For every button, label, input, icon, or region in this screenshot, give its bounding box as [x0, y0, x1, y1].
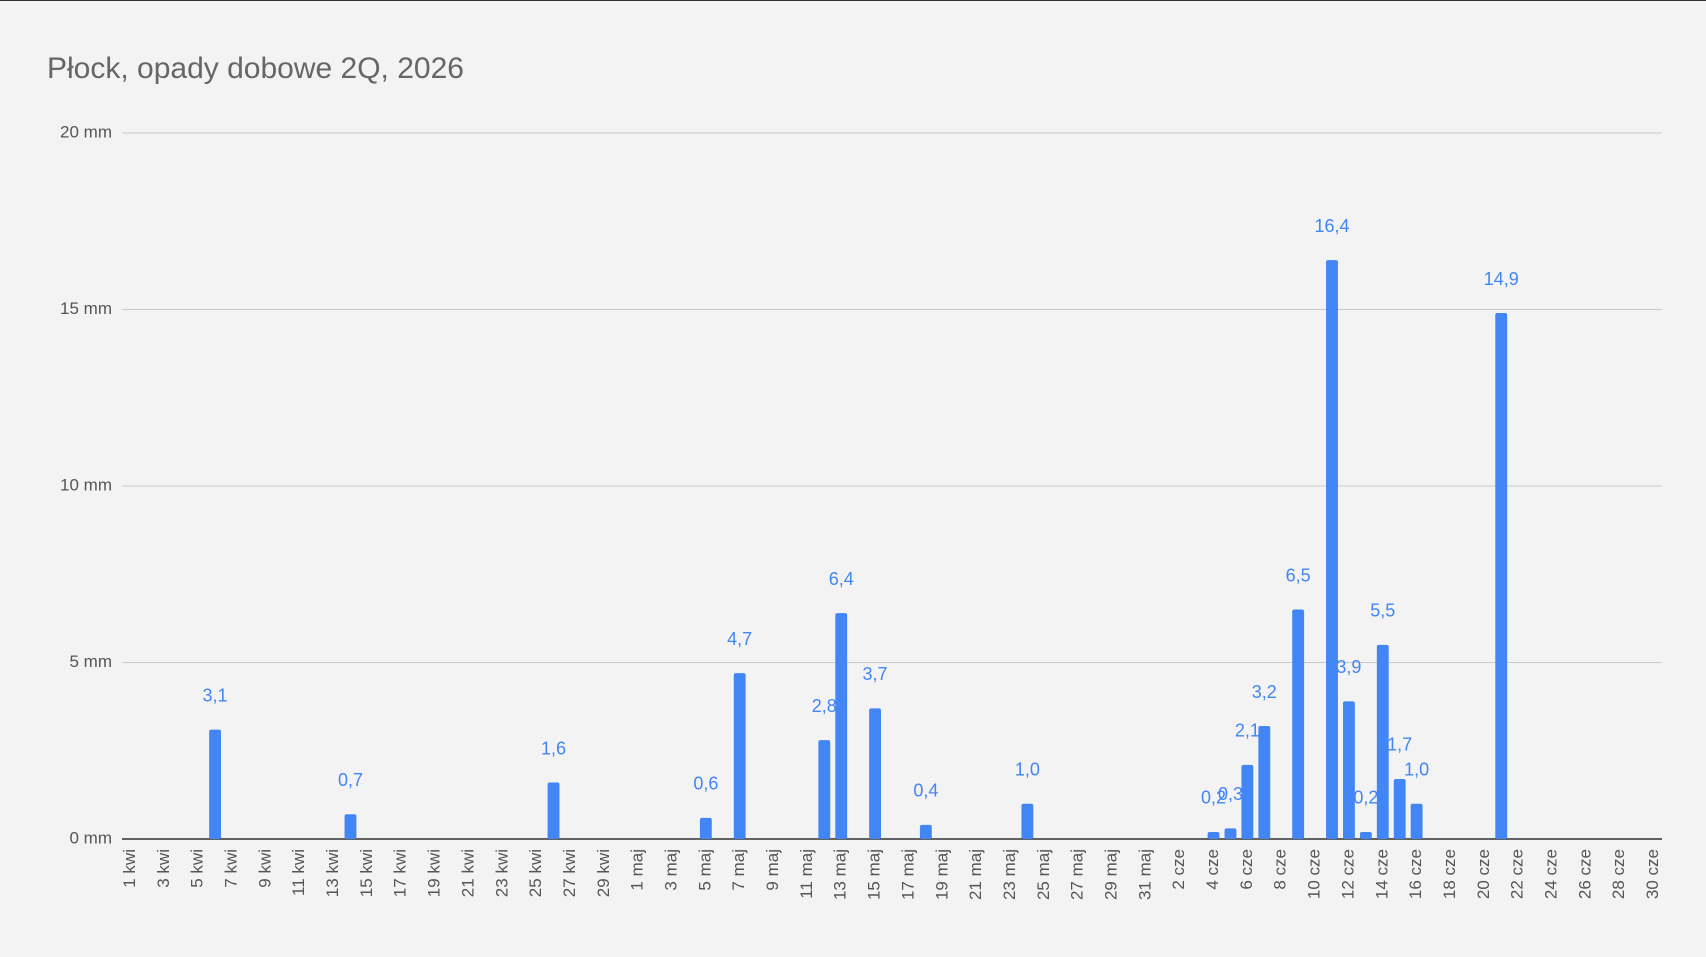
- x-tick-label: 21 maj: [966, 849, 985, 900]
- bar: [1292, 609, 1305, 839]
- x-tick-label: 14 cze: [1372, 849, 1391, 899]
- data-label: 14,9: [1484, 269, 1519, 289]
- y-tick-label: 10 mm: [60, 475, 112, 494]
- bar: [1241, 764, 1254, 839]
- x-tick-label: 9 maj: [763, 849, 782, 891]
- bar: [1376, 644, 1389, 839]
- y-tick-label: 0 mm: [70, 828, 113, 847]
- x-tick-label: 18 cze: [1440, 849, 1459, 899]
- bar: [1207, 831, 1220, 839]
- x-tick-label: 17 kwi: [391, 849, 410, 897]
- bar: [699, 817, 712, 839]
- x-tick-label: 31 maj: [1135, 849, 1154, 900]
- data-label: 0,6: [693, 774, 718, 794]
- bar: [1343, 701, 1355, 839]
- x-tick-label: 5 kwi: [188, 849, 207, 888]
- x-tick-label: 26 cze: [1575, 849, 1594, 899]
- data-label: 1,7: [1387, 735, 1412, 755]
- x-tick-label: 30 cze: [1643, 849, 1662, 899]
- x-tick-label: 12 cze: [1338, 849, 1357, 899]
- bar: [919, 824, 932, 839]
- data-label: 3,7: [863, 664, 888, 684]
- y-tick-label: 15 mm: [60, 299, 112, 318]
- x-tick-label: 17 maj: [898, 849, 917, 900]
- bar: [344, 814, 357, 839]
- data-label: 16,4: [1314, 216, 1349, 236]
- bar: [1224, 828, 1237, 839]
- bar: [1393, 778, 1406, 839]
- x-tick-label: 19 maj: [932, 849, 951, 900]
- x-tick-label: 7 kwi: [221, 849, 240, 888]
- x-tick-label: 22 cze: [1508, 849, 1527, 899]
- x-tick-label: 25 kwi: [526, 849, 545, 897]
- x-tick-label: 19 kwi: [425, 849, 444, 897]
- x-tick-label: 27 kwi: [560, 849, 579, 897]
- data-label: 1,0: [1404, 759, 1429, 779]
- bar: [1326, 260, 1338, 840]
- x-tick-label: 27 maj: [1068, 849, 1087, 900]
- x-tick-label: 3 kwi: [154, 849, 173, 888]
- x-tick-label: 23 kwi: [492, 849, 511, 897]
- data-label: 0,2: [1201, 788, 1226, 808]
- x-tick-label: 29 maj: [1101, 849, 1120, 900]
- data-label: 2,8: [812, 696, 837, 716]
- x-tick-label: 29 kwi: [594, 849, 613, 897]
- data-label: 2,1: [1235, 721, 1260, 741]
- x-tick-label: 1 kwi: [120, 849, 139, 888]
- bar: [209, 729, 221, 839]
- x-tick-label: 15 maj: [865, 849, 884, 900]
- data-label: 0,2: [1353, 788, 1378, 808]
- bar: [818, 740, 831, 839]
- x-tick-label: 21 kwi: [458, 849, 477, 897]
- data-label: 6,4: [829, 569, 854, 589]
- x-tick-label: 24 cze: [1541, 849, 1560, 899]
- bar: [1495, 313, 1508, 839]
- bar: [869, 708, 881, 839]
- x-tick-label: 5 maj: [695, 849, 714, 891]
- data-label: 5,5: [1370, 601, 1395, 621]
- chart-title: Płock, opady dobowe 2Q, 2026: [47, 52, 464, 85]
- data-label: 6,5: [1286, 565, 1311, 585]
- x-tick-label: 7 maj: [729, 849, 748, 891]
- x-tick-label: 11 kwi: [289, 849, 308, 896]
- data-label: 1,6: [541, 738, 566, 758]
- x-tick-label: 28 cze: [1609, 849, 1628, 899]
- x-tick-label: 2 cze: [1169, 849, 1188, 890]
- bar: [1359, 831, 1372, 839]
- data-label: 3,9: [1336, 657, 1361, 677]
- x-tick-label: 15 kwi: [357, 849, 376, 897]
- x-tick-label: 6 cze: [1237, 849, 1256, 890]
- x-tick-label: 10 cze: [1305, 849, 1324, 899]
- x-tick-label: 9 kwi: [255, 849, 274, 888]
- x-tick-label: 23 maj: [1000, 849, 1019, 900]
- bar: [1021, 803, 1034, 839]
- data-label: 0,4: [913, 781, 938, 801]
- x-tick-label: 1 maj: [628, 849, 647, 891]
- data-label: 0,3: [1218, 784, 1243, 804]
- x-tick-label: 16 cze: [1406, 849, 1425, 899]
- bar: [1258, 726, 1271, 839]
- x-tick-label: 13 kwi: [323, 849, 342, 897]
- data-label: 3,1: [203, 685, 228, 705]
- x-tick-label: 8 cze: [1271, 849, 1290, 890]
- x-tick-label: 13 maj: [831, 849, 850, 900]
- y-tick-label: 20 mm: [60, 122, 112, 141]
- y-tick-label: 5 mm: [70, 652, 113, 671]
- x-tick-label: 3 maj: [661, 849, 680, 891]
- data-label: 4,7: [727, 629, 752, 649]
- data-label: 3,2: [1252, 682, 1277, 702]
- bar: [733, 673, 746, 839]
- bar: [835, 613, 848, 839]
- x-tick-label: 11 maj: [797, 849, 816, 899]
- x-tick-label: 20 cze: [1474, 849, 1493, 899]
- data-label: 1,0: [1015, 759, 1040, 779]
- x-tick-label: 25 maj: [1034, 849, 1053, 900]
- x-tick-label: 4 cze: [1203, 849, 1222, 890]
- data-label: 0,7: [338, 770, 363, 790]
- bar: [547, 782, 560, 839]
- bar: [1410, 803, 1423, 839]
